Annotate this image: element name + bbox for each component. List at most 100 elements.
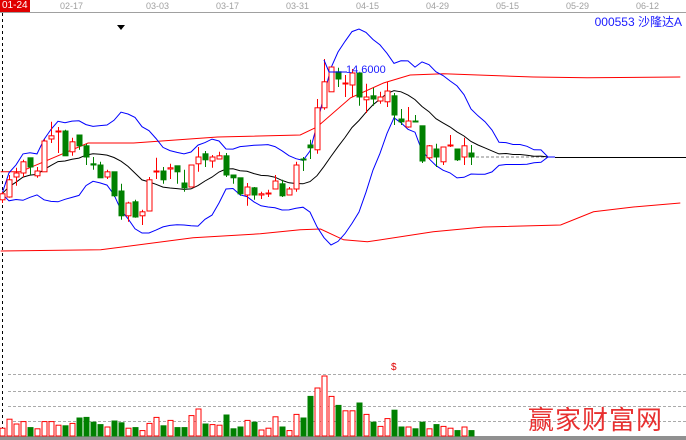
candle-up bbox=[209, 156, 216, 162]
boll-upper-line bbox=[1, 28, 555, 194]
candle-up bbox=[321, 81, 328, 109]
candle-down bbox=[223, 155, 230, 176]
volume-bar bbox=[111, 420, 118, 437]
date-tick: 04-15 bbox=[356, 1, 380, 11]
date-tick: 05-15 bbox=[496, 1, 520, 11]
volume-bar bbox=[27, 427, 34, 437]
volume-bar bbox=[454, 430, 461, 437]
volume-bar bbox=[181, 427, 188, 437]
date-tick: 03-31 bbox=[286, 1, 310, 11]
volume-bar bbox=[237, 426, 244, 437]
candle-down bbox=[118, 190, 125, 217]
volume-bar bbox=[272, 416, 279, 437]
bottom-bar bbox=[0, 436, 686, 440]
candle-up bbox=[286, 188, 293, 196]
candle-up bbox=[377, 96, 384, 102]
volume-bar bbox=[41, 421, 48, 437]
volume-bar bbox=[216, 424, 223, 437]
candle-up bbox=[146, 179, 153, 212]
volume-bar bbox=[440, 425, 447, 437]
volume-bar bbox=[286, 430, 293, 437]
candle-down bbox=[251, 187, 258, 196]
candle-down bbox=[174, 165, 181, 173]
volume-bar bbox=[293, 413, 300, 437]
volume-bar bbox=[139, 430, 146, 437]
volume-bar bbox=[167, 419, 174, 437]
watermark-logo: 赢家财富网 bbox=[528, 406, 664, 436]
volume-bar bbox=[90, 421, 97, 437]
volume-bar bbox=[377, 425, 384, 437]
candle-up bbox=[384, 90, 391, 103]
candle-up bbox=[349, 72, 356, 86]
candle-down bbox=[398, 118, 405, 123]
candle-up bbox=[244, 186, 251, 196]
volume-bar bbox=[321, 375, 328, 437]
volume-bar bbox=[125, 427, 132, 437]
candle-up bbox=[55, 130, 62, 133]
boll-lower-line bbox=[1, 117, 555, 246]
volume-marker: $ bbox=[391, 362, 397, 373]
candle-up bbox=[440, 146, 447, 163]
volume-bar bbox=[118, 422, 125, 437]
volume-bar bbox=[412, 428, 419, 437]
candle-up bbox=[0, 193, 6, 201]
candle-down bbox=[76, 134, 83, 147]
candle-up bbox=[314, 107, 321, 151]
candle-up bbox=[125, 202, 132, 217]
high-marker-line bbox=[323, 59, 347, 73]
candle-up bbox=[167, 167, 174, 170]
candle-up bbox=[461, 145, 468, 158]
volume-bar bbox=[34, 428, 41, 437]
candle-up bbox=[405, 120, 412, 128]
volume-bar bbox=[244, 419, 251, 437]
volume-bar bbox=[433, 424, 440, 437]
candle-up bbox=[293, 164, 300, 190]
candle-down bbox=[90, 163, 97, 166]
volume-bar bbox=[48, 421, 55, 437]
volume-bar bbox=[104, 426, 111, 437]
volume-bar bbox=[356, 402, 363, 437]
channel-upper-line bbox=[0, 73, 681, 173]
candle-down bbox=[230, 174, 237, 179]
volume-bar bbox=[426, 428, 433, 437]
volume-bar bbox=[265, 427, 272, 437]
candle-down bbox=[468, 152, 475, 158]
volume-bar bbox=[342, 410, 349, 437]
candle-up bbox=[34, 170, 41, 177]
volume-bar bbox=[76, 417, 83, 437]
high-price-label: 14.6000 bbox=[346, 64, 386, 76]
channel-lower-line bbox=[0, 202, 681, 252]
candle-down bbox=[412, 120, 419, 123]
candle-down bbox=[370, 95, 377, 100]
candle-up bbox=[426, 145, 433, 159]
volume-bar bbox=[230, 428, 237, 437]
candle-down bbox=[454, 148, 461, 161]
volume-bar bbox=[195, 408, 202, 437]
candle-down bbox=[356, 72, 363, 98]
candle-down bbox=[335, 71, 342, 80]
volume-bar bbox=[174, 427, 181, 437]
volume-bar bbox=[132, 427, 139, 437]
candle-up bbox=[153, 170, 160, 173]
volume-bar bbox=[153, 416, 160, 437]
volume-bar bbox=[349, 410, 356, 437]
stock-label: 000553 沙隆达A bbox=[594, 15, 682, 29]
volume-bar bbox=[223, 414, 230, 437]
date-tick: 03-03 bbox=[146, 1, 170, 11]
candle-down bbox=[132, 201, 139, 218]
volume-bar bbox=[13, 423, 20, 437]
volume-bar bbox=[314, 387, 321, 437]
volume-bar bbox=[328, 395, 335, 437]
volume-bar bbox=[188, 415, 195, 437]
volume-bar bbox=[0, 427, 6, 437]
candle-up bbox=[328, 66, 335, 93]
volume-bar bbox=[202, 423, 209, 437]
candle-up bbox=[216, 155, 223, 160]
candle-down bbox=[419, 125, 426, 162]
volume-bar bbox=[20, 421, 27, 437]
volume-bar bbox=[6, 418, 13, 437]
candle-down bbox=[300, 158, 307, 161]
candle-up bbox=[447, 144, 454, 147]
candle-down bbox=[181, 182, 188, 189]
candle-down bbox=[237, 177, 244, 195]
